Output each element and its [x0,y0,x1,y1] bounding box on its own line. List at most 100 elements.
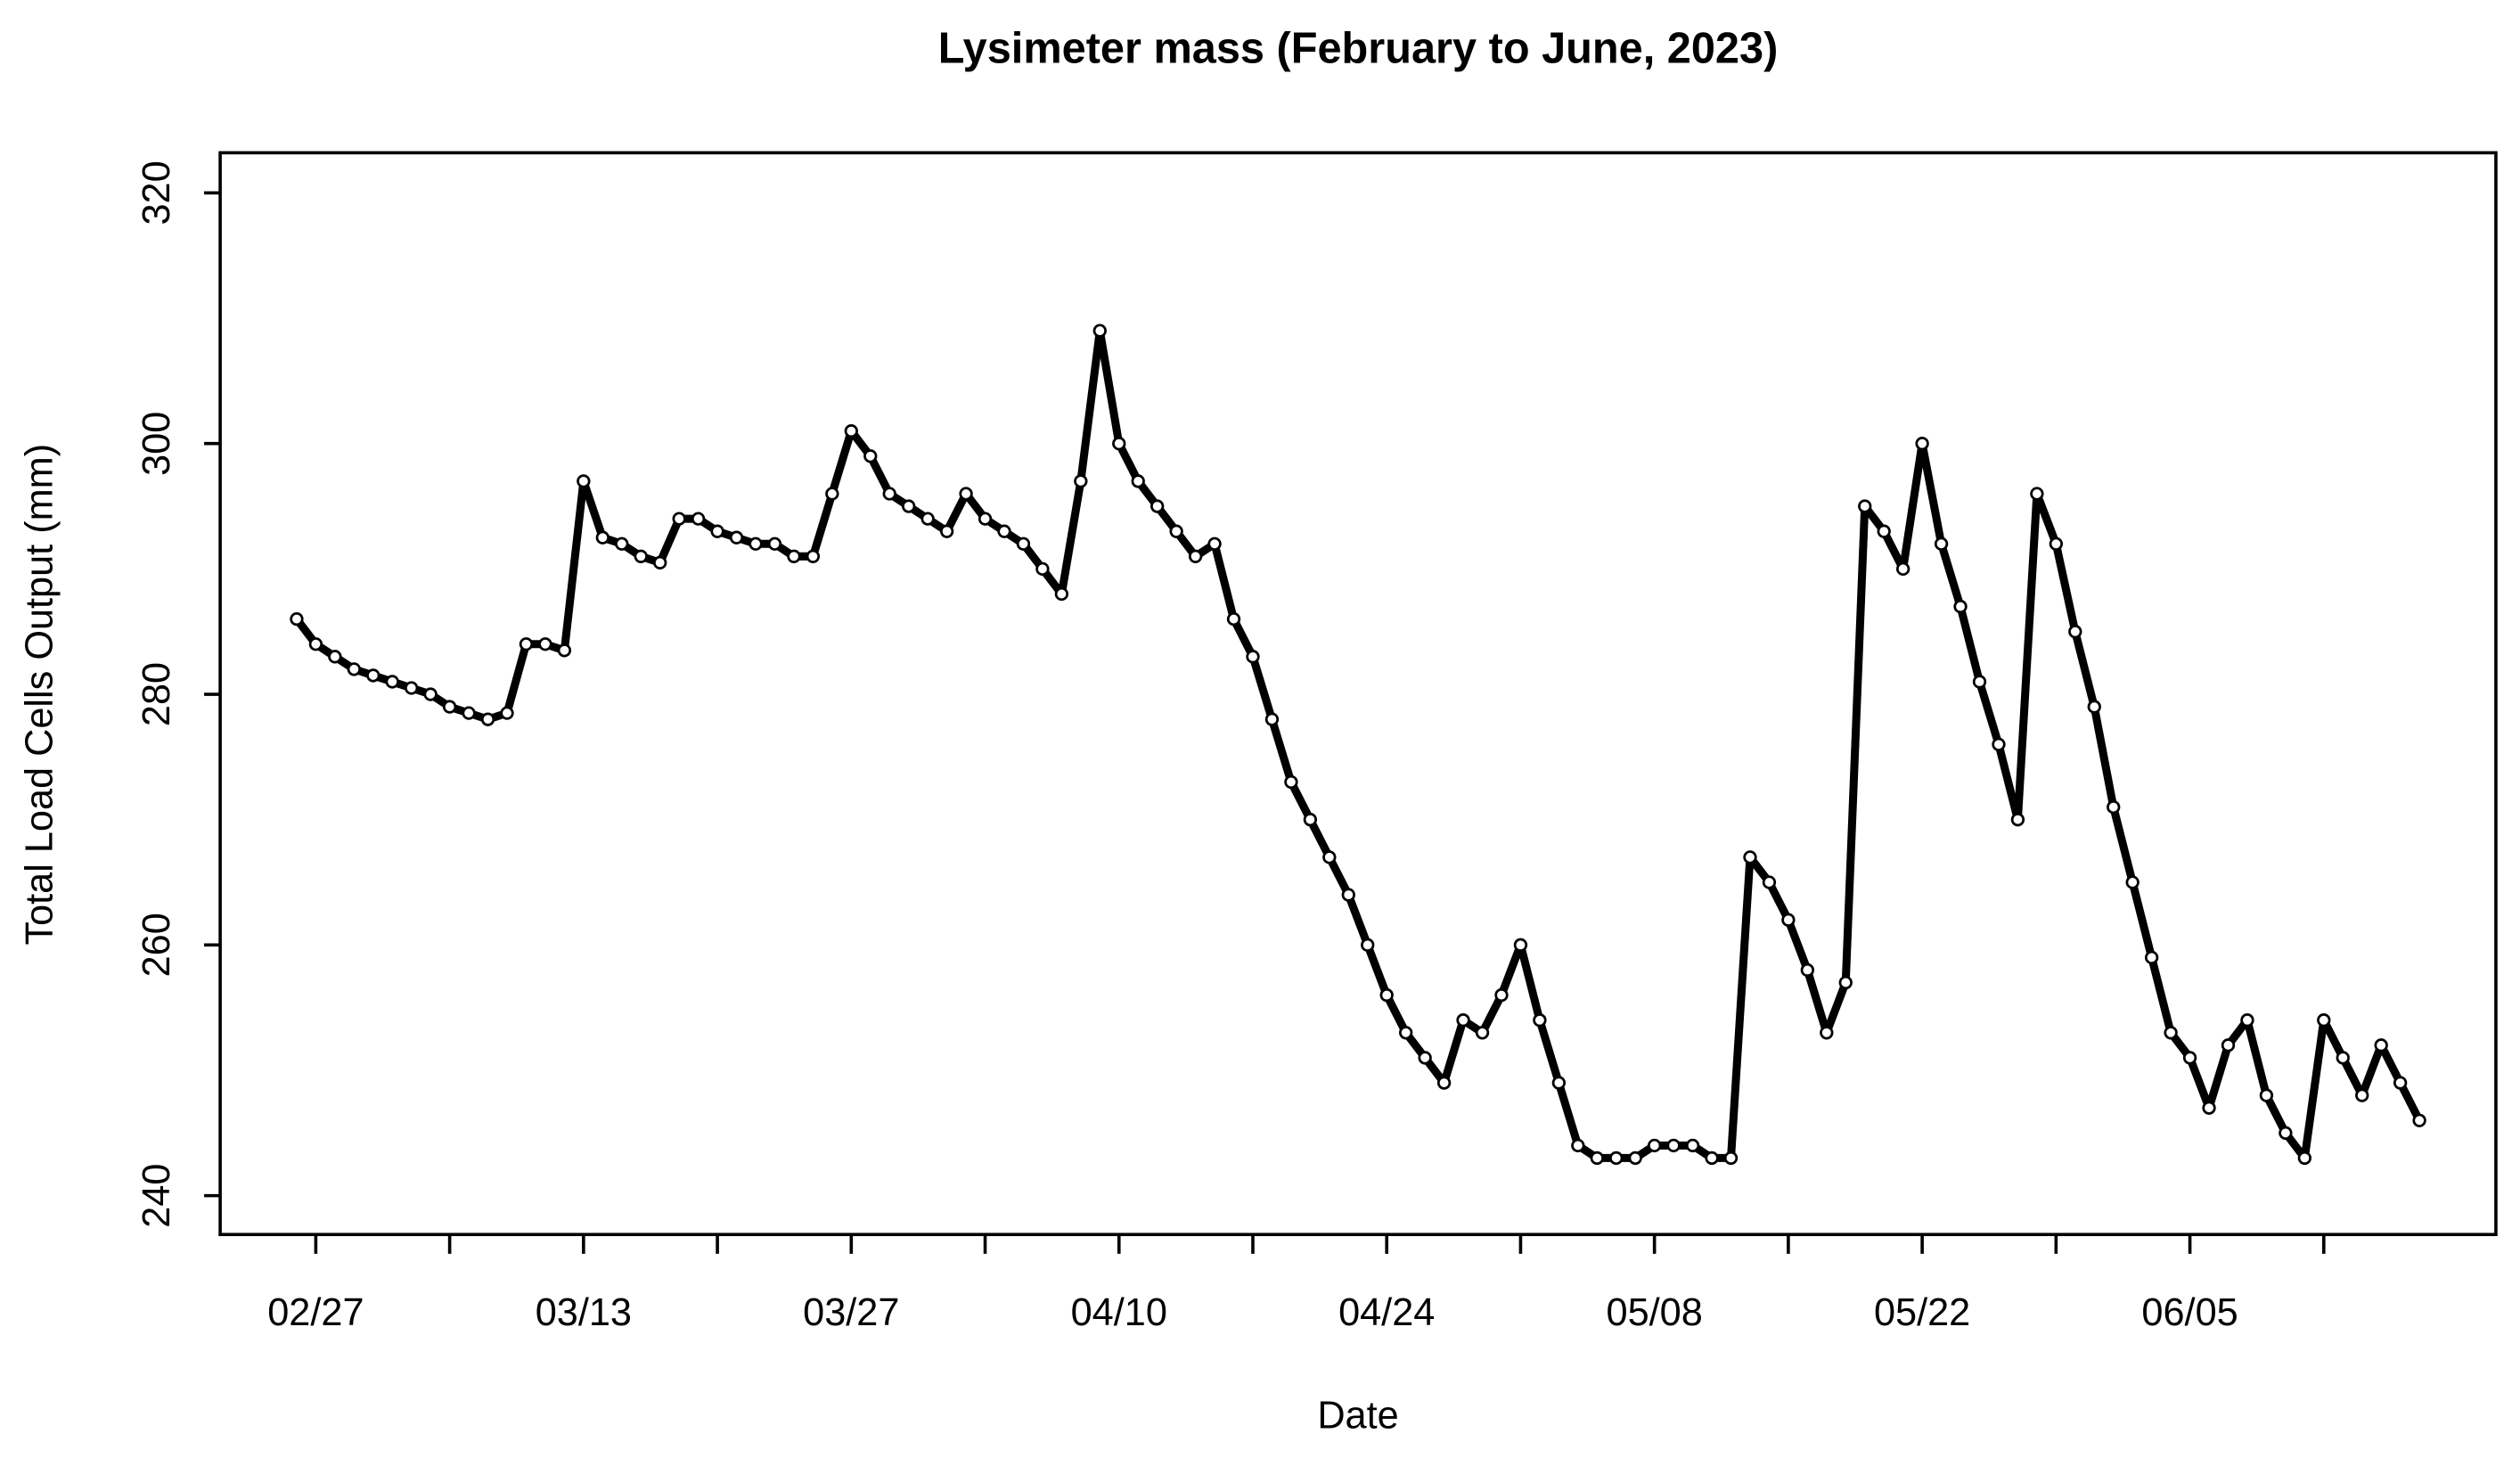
data-point [1418,1051,1432,1065]
data-point [1494,987,1509,1003]
data-point [653,555,667,570]
data-point [710,524,724,538]
data-point [1399,1026,1413,1040]
data-point [1074,474,1088,488]
data-point [749,537,763,551]
data-point [480,712,495,726]
data-point [997,524,1011,538]
data-point [1762,875,1777,889]
data-point [1169,524,1183,538]
data-point [557,643,572,658]
data-point [1475,1026,1490,1040]
data-point [2374,1038,2388,1053]
data-point [1246,650,1260,664]
data-point [2010,813,2025,827]
data-point [1533,1013,1547,1028]
data-point [462,706,476,720]
data-point [1226,611,1241,627]
data-point [939,524,954,538]
data-point [1743,850,1757,864]
data-point [1264,712,1280,726]
data-point [328,650,342,664]
data-point [1035,561,1050,577]
data-point [1723,1151,1739,1166]
data-point [615,537,629,551]
data-point [1647,1138,1662,1153]
data-point [442,700,457,714]
data-point [595,530,610,545]
data-point [2049,537,2064,551]
data-point [1820,1026,1834,1040]
data-point [844,423,858,438]
data-point [290,611,304,627]
y-tick-label: 240 [135,1164,178,1228]
x-tick-label: 05/08 [1607,1291,1703,1334]
x-tick-label: 03/13 [536,1291,632,1334]
series-trace [293,326,2424,1162]
x-tick-label: 05/22 [1874,1291,1970,1334]
x-tick-label: 04/10 [1071,1291,1167,1334]
data-point [1322,850,1337,864]
data-point [672,512,686,526]
data-point [1016,537,1031,551]
data-point [825,487,839,501]
x-axis-label: Date [1317,1394,1398,1437]
data-point [2336,1051,2350,1065]
data-point [691,512,706,526]
data-point [2279,1126,2293,1140]
data-point [2297,1151,2312,1166]
x-tick-label: 02/27 [267,1291,364,1334]
y-tick-label: 320 [135,160,178,225]
data-point [1705,1151,1719,1166]
y-tick-label: 300 [135,412,178,476]
data-point [2164,1026,2178,1040]
data-point [347,662,361,676]
data-point [787,549,801,563]
data-point [538,637,552,651]
data-point [1915,437,1929,451]
data-point [308,637,323,651]
data-point [1666,1138,1681,1153]
data-point [2068,625,2082,639]
data-point [1341,888,1355,902]
data-point [863,449,878,463]
data-point [1513,938,1528,952]
data-point [806,549,821,563]
data-point [1436,1076,1452,1090]
data-point [405,681,419,695]
data-point [902,499,916,513]
data-point [959,487,973,501]
data-point [2355,1088,2369,1102]
data-point [1609,1151,1624,1166]
data-point [1303,813,1318,827]
data-point [1551,1076,1567,1090]
data-point [978,512,993,526]
data-point [1590,1151,1604,1166]
data-point [1131,474,1145,488]
data-point [2087,700,2101,714]
data-point [1456,1013,1470,1028]
data-point [1877,524,1891,538]
data-point [519,637,534,651]
data-point [2030,487,2044,501]
data-point [385,675,399,689]
data-point [366,668,380,683]
x-tick-label: 06/05 [2141,1291,2238,1334]
data-point [2202,1101,2216,1115]
data-point [1895,561,1910,577]
data-point [2182,1051,2197,1065]
data-point [1781,913,1796,927]
data-point [1092,324,1107,338]
data-point [1972,675,1987,689]
data-point [729,530,744,545]
data-point [2221,1038,2236,1053]
data-point [500,706,514,720]
data-point [1112,437,1126,451]
data-point [1800,962,1815,978]
data-point [423,687,438,701]
data-point [767,537,782,551]
data-point [1379,987,1394,1003]
data-point [1838,975,1853,990]
